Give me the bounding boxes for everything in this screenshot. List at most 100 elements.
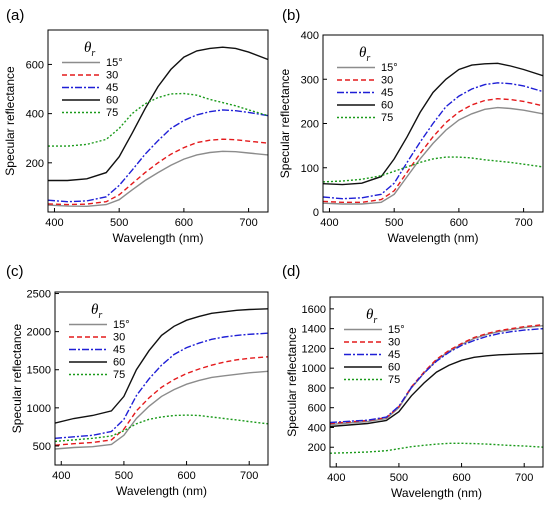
x-tick-label: 400 — [327, 472, 345, 484]
series-line-4 — [330, 442, 543, 454]
legend-label-1: 30 — [381, 75, 393, 87]
legend-label-3: 60 — [388, 362, 400, 374]
x-tick-label: 600 — [175, 217, 193, 229]
legend-label-4: 75 — [388, 374, 400, 386]
x-axis-title: Wavelength (nm) — [391, 486, 482, 500]
series-line-0 — [323, 106, 543, 205]
legend-label-0: 15° — [388, 324, 405, 336]
legend-label-1: 30 — [113, 332, 125, 344]
panel-0: (a) 400 500 600 700 200 400 600 Wavelength (nm) S… — [3, 7, 269, 245]
x-tick-label: 600 — [452, 472, 470, 484]
legend-title: θr — [91, 302, 102, 321]
x-tick-label: 700 — [515, 472, 533, 484]
x-tick-label: 600 — [450, 217, 468, 229]
legend-title: θr — [84, 40, 95, 59]
y-tick-label: 200 — [26, 158, 44, 170]
y-axis-title: Specular reflectance — [3, 66, 17, 176]
series-line-4 — [48, 92, 268, 147]
y-tick-label: 400 — [26, 109, 44, 121]
series-lines — [48, 46, 268, 208]
y-tick-label: 600 — [308, 403, 326, 415]
panel-label: (c) — [6, 263, 24, 280]
legend-title: θr — [366, 307, 377, 326]
x-tick-label: 400 — [320, 217, 338, 229]
panel-2: (c) 400 500 600 700 500 1000 1500 2000 2500 Wavele… — [6, 263, 269, 498]
series-line-2 — [55, 332, 268, 439]
series-lines — [323, 62, 543, 205]
y-tick-label: 0 — [313, 207, 319, 219]
plot-frame — [329, 296, 544, 468]
series-line-1 — [330, 324, 543, 425]
y-tick-label: 1000 — [27, 403, 51, 415]
series-line-0 — [330, 325, 543, 426]
plot-frame — [47, 29, 269, 213]
x-tick-label: 500 — [110, 217, 128, 229]
x-tick-label: 700 — [514, 217, 532, 229]
plot-frame — [54, 291, 269, 466]
y-tick-label: 1500 — [27, 365, 51, 377]
panel-label: (b) — [282, 7, 300, 24]
legend-label-2: 45 — [381, 87, 393, 99]
legend-label-2: 45 — [388, 349, 400, 361]
legend-label-2: 45 — [106, 82, 118, 94]
y-tick-label: 1200 — [302, 343, 326, 355]
legend-label-3: 60 — [106, 95, 118, 107]
panel-label: (d) — [282, 263, 300, 280]
y-tick-label: 2000 — [27, 327, 51, 339]
series-line-2 — [323, 82, 543, 200]
legend-label-1: 30 — [388, 337, 400, 349]
y-tick-label: 1400 — [302, 324, 326, 336]
series-lines — [55, 308, 268, 450]
y-tick-label: 200 — [301, 119, 319, 131]
y-tick-label: 1000 — [302, 363, 326, 375]
x-axis-title: Wavelength (nm) — [116, 484, 207, 498]
x-tick-label: 700 — [240, 470, 258, 482]
series-line-3 — [323, 62, 543, 186]
x-tick-label: 500 — [385, 217, 403, 229]
legend-label-2: 45 — [113, 344, 125, 356]
x-tick-label: 700 — [239, 217, 257, 229]
legend-label-0: 15° — [106, 57, 123, 69]
series-line-2 — [330, 327, 543, 424]
legend-label-4: 75 — [106, 107, 118, 119]
legend-label-3: 60 — [113, 357, 125, 369]
legend-label-0: 15° — [113, 319, 130, 331]
panel-label: (a) — [6, 7, 24, 24]
x-tick-label: 500 — [390, 472, 408, 484]
x-tick-label: 500 — [115, 470, 133, 482]
y-tick-label: 600 — [26, 59, 44, 71]
y-tick-label: 400 — [308, 422, 326, 434]
y-axis-title: Specular reflectance — [278, 68, 292, 178]
series-line-0 — [55, 370, 268, 450]
series-line-1 — [48, 138, 268, 206]
series-line-4 — [323, 156, 543, 183]
series-line-1 — [55, 356, 268, 446]
x-axis-title: Wavelength (nm) — [113, 231, 204, 245]
y-tick-label: 800 — [308, 383, 326, 395]
legend-label-4: 75 — [381, 112, 393, 124]
legend-label-4: 75 — [113, 369, 125, 381]
series-line-3 — [55, 308, 268, 424]
legend-label-1: 30 — [106, 70, 118, 82]
legend-title: θr — [359, 45, 370, 64]
y-tick-label: 200 — [308, 442, 326, 454]
legend-label-0: 15° — [381, 62, 398, 74]
legend-label-3: 60 — [381, 100, 393, 112]
series-line-3 — [330, 352, 543, 428]
series-lines — [330, 324, 543, 454]
series-line-3 — [48, 46, 268, 182]
panel-3: (d) 400 500 600 700 200 400 600 800 1000 1200 1400 1… — [282, 263, 544, 500]
x-tick-label: 600 — [177, 470, 195, 482]
x-tick-label: 400 — [45, 217, 63, 229]
x-tick-label: 400 — [52, 470, 70, 482]
y-tick-label: 100 — [301, 163, 319, 175]
series-line-0 — [48, 150, 268, 208]
y-tick-label: 400 — [301, 30, 319, 42]
x-axis-title: Wavelength (nm) — [388, 231, 479, 245]
series-line-1 — [323, 97, 543, 203]
y-tick-label: 2500 — [27, 289, 51, 301]
y-axis-title: Specular reflectance — [10, 323, 24, 433]
y-tick-label: 500 — [33, 441, 51, 453]
